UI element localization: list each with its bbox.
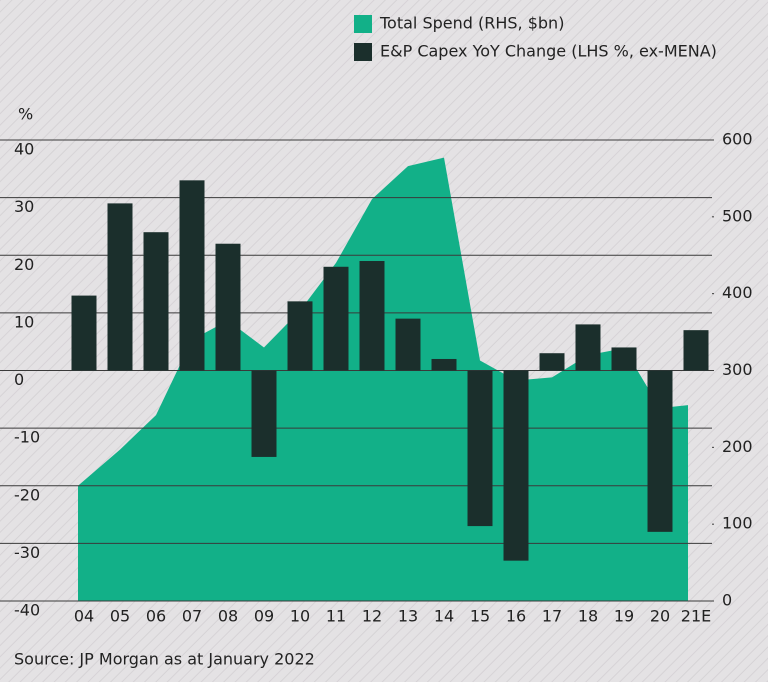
x-tick-label: 09 — [254, 607, 274, 626]
bar — [215, 243, 241, 371]
bar — [395, 318, 421, 371]
x-tick-label: 19 — [614, 607, 634, 626]
y2-tick-label: 200 — [722, 437, 753, 456]
bar — [575, 324, 601, 371]
bar — [359, 261, 385, 371]
source: Source: JP Morgan as at January 2022 — [14, 650, 315, 669]
x-tick-label: 10 — [290, 607, 310, 626]
y-tick-label: 0 — [14, 370, 24, 389]
legend: Total Spend (RHS, $bn) E&P Capex YoY Chan… — [354, 14, 717, 61]
bar — [107, 203, 133, 371]
area — [78, 157, 688, 601]
x-tick-label: 12 — [362, 607, 382, 626]
y2-tick-label: 500 — [722, 206, 753, 225]
x-tick-label: 21E — [681, 607, 711, 626]
legend-label: Total Spend (RHS, $bn) — [379, 14, 564, 33]
x-tick-label: 17 — [542, 607, 562, 626]
bar — [287, 301, 313, 371]
x-tick-label: 13 — [398, 607, 418, 626]
legend-swatch — [354, 15, 372, 33]
x-tick-label: 05 — [110, 607, 130, 626]
y-unit-label: % — [18, 105, 33, 124]
x-tick-label: 18 — [578, 607, 598, 626]
y2-tick-label: 400 — [722, 283, 753, 302]
bar — [251, 370, 277, 457]
bar — [323, 266, 349, 371]
x-tick-label: 16 — [506, 607, 526, 626]
y-tick-label: 10 — [14, 312, 34, 331]
bar — [467, 370, 493, 527]
bar — [683, 330, 709, 371]
y-tick-label: -10 — [14, 428, 40, 447]
x-tick-label: 04 — [74, 607, 94, 626]
y2-tick-label: 100 — [722, 514, 753, 533]
y-tick-label: 30 — [14, 197, 34, 216]
bar — [647, 370, 673, 532]
y-tick-label: 40 — [14, 140, 34, 159]
x-tick-label: 14 — [434, 607, 454, 626]
bar — [431, 358, 457, 371]
y2-tick-label: 0 — [722, 591, 732, 610]
x-tick-label: 08 — [218, 607, 238, 626]
x-tick-label: 11 — [326, 607, 346, 626]
y-tick-label: 20 — [14, 255, 34, 274]
y2-tick-label: 300 — [722, 360, 753, 379]
legend-label: E&P Capex YoY Change (LHS %, ex-MENA) — [380, 42, 717, 61]
bar — [179, 180, 205, 371]
bar — [611, 347, 637, 371]
x-tick-label: 15 — [470, 607, 490, 626]
y-tick-label: -40 — [14, 601, 40, 620]
y-tick-label: -30 — [14, 543, 40, 562]
bar — [71, 295, 97, 371]
bar — [143, 232, 169, 371]
bar — [539, 353, 565, 371]
y-tick-label: -20 — [14, 485, 40, 504]
bar — [503, 370, 529, 561]
x-tick-label: 20 — [650, 607, 670, 626]
legend-swatch — [354, 43, 372, 61]
plot-area — [0, 139, 714, 602]
y2-tick-label: 600 — [722, 130, 753, 149]
x-tick-label: 06 — [146, 607, 166, 626]
x-tick-label: 07 — [182, 607, 202, 626]
